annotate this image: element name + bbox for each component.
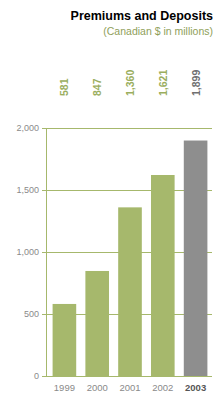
y-tick: 1,000 <box>16 247 46 257</box>
x-tick: 2001 <box>119 382 140 393</box>
data-label: 581 <box>58 78 70 96</box>
bar <box>118 207 142 376</box>
x-tick-label: 1999 <box>54 382 75 393</box>
bar <box>151 175 175 376</box>
bar <box>85 271 109 376</box>
y-axis-line <box>46 129 47 377</box>
x-tick-label: 2001 <box>119 382 140 393</box>
data-label: 1,360 <box>124 70 136 96</box>
y-tick-mark <box>42 252 46 253</box>
y-tick-label: 0 <box>34 371 39 381</box>
x-axis: 1999 2000 2001 2002 2003 <box>46 377 212 393</box>
data-label: 847 <box>91 78 103 96</box>
y-tick: 2,000 <box>16 123 46 133</box>
x-tick-label: 2002 <box>152 382 173 393</box>
x-tick: 2002 <box>152 382 173 393</box>
x-tick-label: 2003 <box>185 382 206 393</box>
y-tick-label: 500 <box>24 309 39 319</box>
bar <box>53 304 77 376</box>
y-tick: 500 <box>24 309 46 319</box>
y-tick-label: 1,500 <box>16 185 39 195</box>
title: Premiums and Deposits <box>71 9 213 23</box>
chart: Premiums and Deposits (Canadian $ in mill… <box>0 0 218 413</box>
x-tick: 2000 <box>87 382 108 393</box>
y-tick-label: 2,000 <box>16 123 39 133</box>
x-tick-label: 2000 <box>87 382 108 393</box>
y-tick-mark <box>42 314 46 315</box>
y-tick-label: 1,000 <box>16 247 39 257</box>
subtitle: (Canadian $ in millions) <box>103 25 213 37</box>
y-tick-mark <box>42 376 46 377</box>
data-label: 1,899 <box>190 70 202 96</box>
y-tick-mark <box>42 190 46 191</box>
y-axis: 0 500 1,000 1,500 2,000 <box>16 123 46 381</box>
data-label: 1,621 <box>157 70 169 96</box>
bars <box>53 141 208 376</box>
x-axis-line <box>46 376 212 377</box>
y-tick: 1,500 <box>16 185 46 195</box>
x-tick: 2003 <box>185 382 206 393</box>
data-labels: 581 847 1,360 1,621 1,899 <box>58 70 201 96</box>
grid <box>46 128 212 376</box>
y-tick-mark <box>42 128 46 129</box>
y-tick: 0 <box>34 371 46 381</box>
bar <box>184 141 208 376</box>
x-tick: 1999 <box>54 382 75 393</box>
grid-line <box>46 128 212 129</box>
